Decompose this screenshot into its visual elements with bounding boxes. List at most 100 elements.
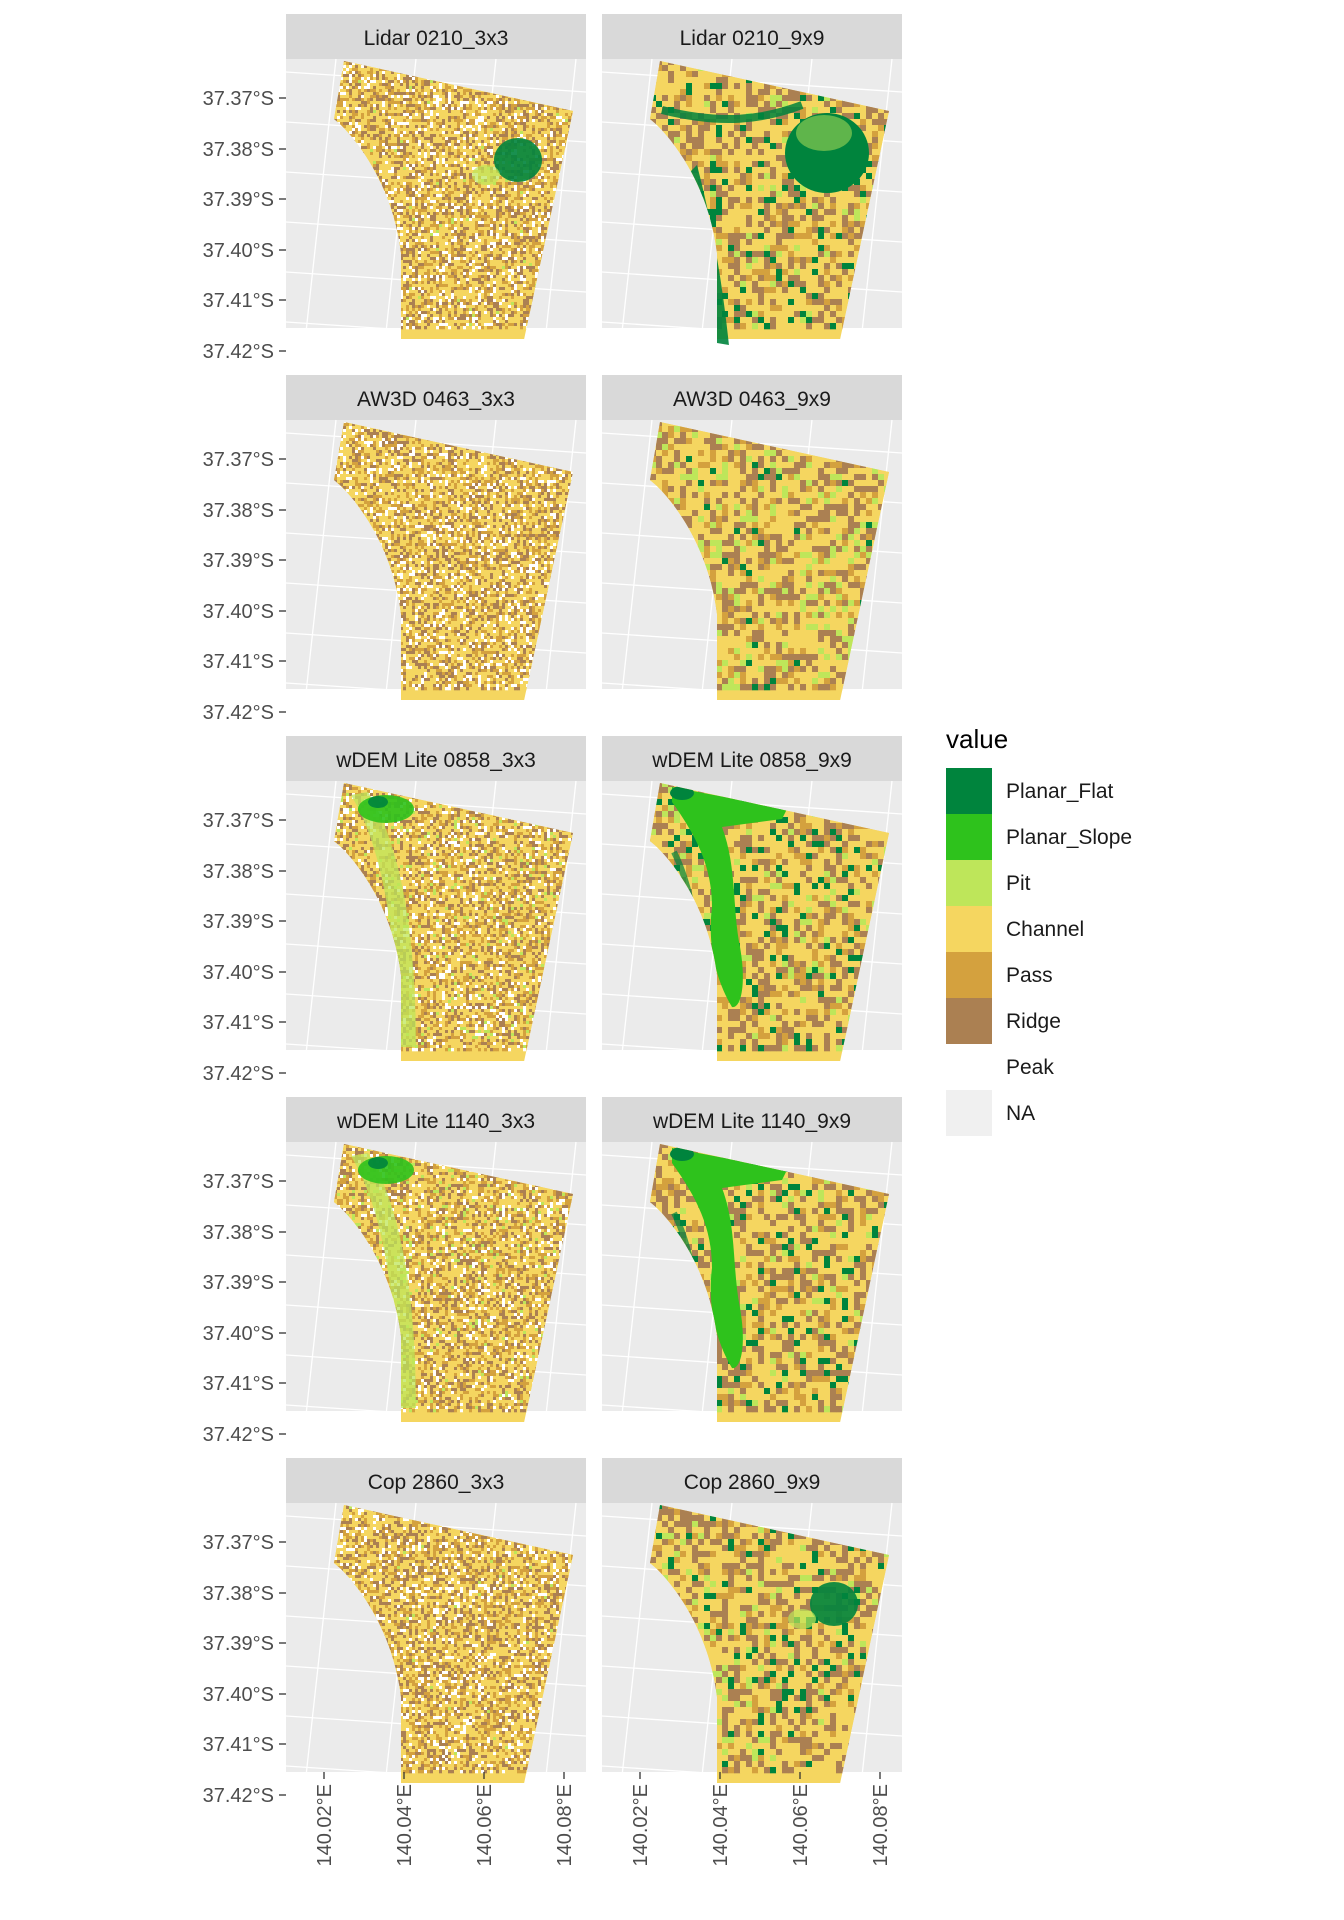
legend-label: NA (1006, 1102, 1035, 1125)
y-tick-label: 37.38°S (203, 139, 274, 161)
meridian-line (861, 1502, 893, 1777)
y-tick-label: 37.38°S (203, 861, 274, 883)
panel-plot (285, 419, 587, 704)
y-tick-label: 37.37°S (203, 1532, 274, 1554)
panel-strip (602, 1097, 902, 1142)
map-panel: AW3D 0463_9x9 (601, 375, 903, 704)
y-tick-label: 37.39°S (203, 1633, 274, 1655)
panel-title: wDEM Lite 0858_9x9 (651, 749, 852, 772)
map-panel: wDEM Lite 0858_3x3 37.37°S 37.38°S 37.39°S 3… (203, 736, 587, 1085)
panel-plot (285, 1502, 587, 1787)
meridian-line (545, 419, 577, 694)
y-tick-label: 37.40°S (203, 1684, 274, 1706)
y-tick-label: 37.41°S (203, 1373, 274, 1395)
y-tick-label: 37.39°S (203, 189, 274, 211)
legend-swatch (946, 814, 992, 860)
panel-title: AW3D 0463_3x3 (357, 388, 515, 411)
legend-label: Channel (1006, 918, 1084, 941)
y-tick-label: 37.42°S (203, 702, 274, 724)
y-tick-label: 37.38°S (203, 500, 274, 522)
panel-plot (601, 780, 903, 1065)
meridian-line (861, 780, 893, 1055)
legend-label: Planar_Slope (1006, 826, 1132, 849)
panel-title: Lidar 0210_3x3 (364, 27, 509, 50)
map-panel: wDEM Lite 0858_9x9 (601, 736, 903, 1065)
meridian-line (305, 1141, 337, 1416)
legend-label: Peak (1006, 1056, 1054, 1079)
map-panel: Cop 2860_9x9 (601, 1458, 903, 1787)
x-tick-label: 140.04°E (394, 1784, 416, 1867)
panel-plot (285, 1141, 587, 1426)
meridian-line (621, 1502, 653, 1777)
x-axis: 140.02°E 140.04°E 140.06°E 140.08°E 140.02°E… (314, 1772, 892, 1867)
panel-strip (602, 736, 902, 781)
meridian-line (305, 1502, 337, 1777)
legend-label: Pit (1006, 872, 1031, 895)
y-tick-label: 37.38°S (203, 1222, 274, 1244)
legend-title: value (946, 724, 1008, 754)
map-panel: Lidar 0210_9x9 (601, 14, 903, 355)
panel-title: wDEM Lite 1140_9x9 (652, 1110, 851, 1133)
y-tick-label: 37.40°S (203, 962, 274, 984)
panel-plot (285, 780, 587, 1065)
panel-plot (601, 58, 903, 355)
legend-swatch (946, 906, 992, 952)
y-tick-label: 37.39°S (203, 550, 274, 572)
y-tick-label: 37.37°S (203, 810, 274, 832)
x-tick-label: 140.02°E (314, 1784, 336, 1867)
map-panel: Cop 2860_3x3 37.37°S 37.38°S 37.39°S 37.40°S… (203, 1458, 587, 1807)
meridian-line (861, 1141, 893, 1416)
legend-swatch (946, 860, 992, 906)
legend: value Planar_Flat Planar_Slope Pit Channel P… (946, 724, 1132, 1136)
y-tick-label: 37.41°S (203, 1012, 274, 1034)
meridian-line (305, 419, 337, 694)
meridian-line (545, 780, 577, 1055)
panel-strip (602, 1458, 902, 1503)
y-tick-label: 37.40°S (203, 240, 274, 262)
panel-title: wDEM Lite 1140_3x3 (336, 1110, 535, 1133)
meridian-line (305, 58, 337, 333)
legend-swatch (946, 1090, 992, 1136)
meridian-line (861, 58, 893, 333)
panel-title: Lidar 0210_9x9 (680, 27, 825, 50)
map-panel: wDEM Lite 1140_9x9 (601, 1097, 903, 1426)
meridian-line (305, 780, 337, 1055)
panels: Lidar 0210_3x3 37.37°S 37.38°S 37.39°S 37.40… (203, 14, 903, 1807)
panel-plot (601, 419, 903, 704)
y-tick-label: 37.40°S (203, 601, 274, 623)
panel-strip (286, 1097, 586, 1142)
map-panel: AW3D 0463_3x3 37.37°S 37.38°S 37.39°S 37.40°… (203, 375, 587, 724)
y-tick-label: 37.42°S (203, 1063, 274, 1085)
panel-title: Cop 2860_3x3 (368, 1471, 505, 1494)
y-tick-label: 37.42°S (203, 341, 274, 363)
panel-title: Cop 2860_9x9 (684, 1471, 821, 1494)
y-tick-label: 37.37°S (203, 449, 274, 471)
y-tick-label: 37.42°S (203, 1785, 274, 1807)
x-tick-label: 140.04°E (710, 1784, 732, 1867)
map-panel: wDEM Lite 1140_3x3 37.37°S 37.38°S 37.39°S 3… (203, 1097, 587, 1446)
y-tick-label: 37.41°S (203, 651, 274, 673)
map-panel: Lidar 0210_3x3 37.37°S 37.38°S 37.39°S 37.40… (203, 14, 587, 363)
x-tick-label: 140.08°E (870, 1784, 892, 1867)
meridian-line (861, 419, 893, 694)
legend-label: Planar_Flat (1006, 780, 1114, 803)
legend-label: Pass (1006, 964, 1053, 987)
panel-plot (601, 1141, 903, 1426)
y-tick-label: 37.41°S (203, 290, 274, 312)
legend-swatch (946, 768, 992, 814)
panel-plot (285, 58, 587, 343)
meridian-line (621, 58, 653, 333)
y-tick-label: 37.39°S (203, 911, 274, 933)
panel-strip (602, 375, 902, 420)
panel-plot (601, 1502, 903, 1787)
panel-strip (286, 736, 586, 781)
meridian-line (621, 1141, 653, 1416)
y-tick-label: 37.38°S (203, 1583, 274, 1605)
y-tick-label: 37.37°S (203, 1171, 274, 1193)
panel-title: AW3D 0463_9x9 (673, 388, 831, 411)
meridian-line (621, 419, 653, 694)
y-tick-label: 37.42°S (203, 1424, 274, 1446)
y-tick-label: 37.40°S (203, 1323, 274, 1345)
meridian-line (545, 1502, 577, 1777)
